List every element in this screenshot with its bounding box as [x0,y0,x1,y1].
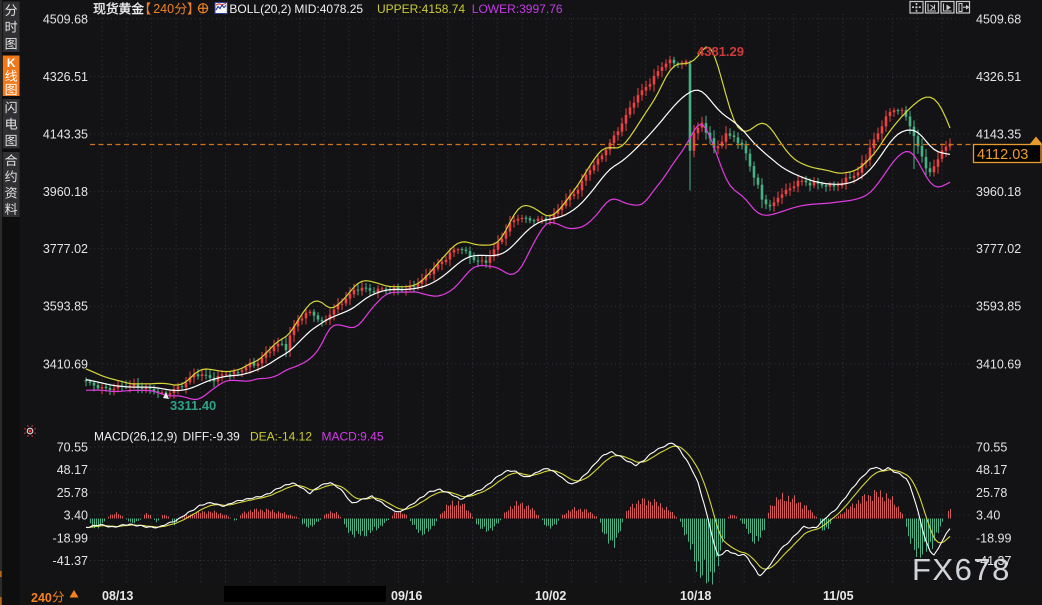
svg-text:240: 240 [153,2,174,16]
svg-text:K: K [7,56,16,70]
svg-text:FX678: FX678 [912,552,1011,587]
svg-text:70.55: 70.55 [976,440,1007,454]
svg-text:4326.51: 4326.51 [43,70,88,84]
svg-text:09/16: 09/16 [391,589,422,603]
svg-text:48.17: 48.17 [57,463,88,477]
svg-text:MACD(26,12,9): MACD(26,12,9) [94,430,177,444]
svg-text:3960.18: 3960.18 [43,185,88,199]
svg-text:3410.69: 3410.69 [976,357,1021,371]
svg-text:UPPER:4158.74: UPPER:4158.74 [377,2,465,16]
svg-text:4381.29: 4381.29 [697,44,744,59]
svg-text:08/13: 08/13 [102,589,133,603]
svg-text:3311.40: 3311.40 [170,398,216,413]
svg-text:DIFF:-9.39: DIFF:-9.39 [183,430,241,444]
svg-text:4509.68: 4509.68 [976,12,1021,26]
svg-text:DEA:-14.12: DEA:-14.12 [250,430,312,444]
svg-text:-18.99: -18.99 [976,531,1011,545]
svg-text:4509.68: 4509.68 [43,12,88,26]
svg-text:240: 240 [31,591,52,605]
svg-text:-41.37: -41.37 [53,554,88,568]
svg-text:4326.51: 4326.51 [976,70,1021,84]
svg-text:BOLL(20,2): BOLL(20,2) [229,2,291,16]
svg-text:LOWER:3997.76: LOWER:3997.76 [472,2,563,16]
svg-text:4112.03: 4112.03 [977,147,1028,163]
svg-text:25.78: 25.78 [976,486,1007,500]
svg-text:11/05: 11/05 [823,589,854,603]
svg-text:-18.99: -18.99 [53,531,88,545]
svg-text:MACD:9.45: MACD:9.45 [322,430,384,444]
svg-text:3960.18: 3960.18 [976,185,1021,199]
svg-text:4143.35: 4143.35 [43,128,88,142]
svg-text:10/18: 10/18 [680,589,711,603]
svg-text:25.78: 25.78 [57,486,88,500]
svg-text:3410.69: 3410.69 [43,357,88,371]
svg-text:3593.85: 3593.85 [976,300,1021,314]
svg-text:48.17: 48.17 [976,463,1007,477]
svg-text:-41.37: -41.37 [976,554,1011,568]
svg-text:MID:4078.25: MID:4078.25 [294,2,363,16]
svg-text:3777.02: 3777.02 [976,242,1021,256]
svg-text:3.40: 3.40 [976,509,1000,523]
svg-text:3593.85: 3593.85 [43,300,88,314]
svg-text:3777.02: 3777.02 [43,242,88,256]
svg-text:70.55: 70.55 [57,440,88,454]
svg-text:4143.35: 4143.35 [976,128,1021,142]
svg-text:3.40: 3.40 [64,509,88,523]
svg-text:10/02: 10/02 [535,589,566,603]
